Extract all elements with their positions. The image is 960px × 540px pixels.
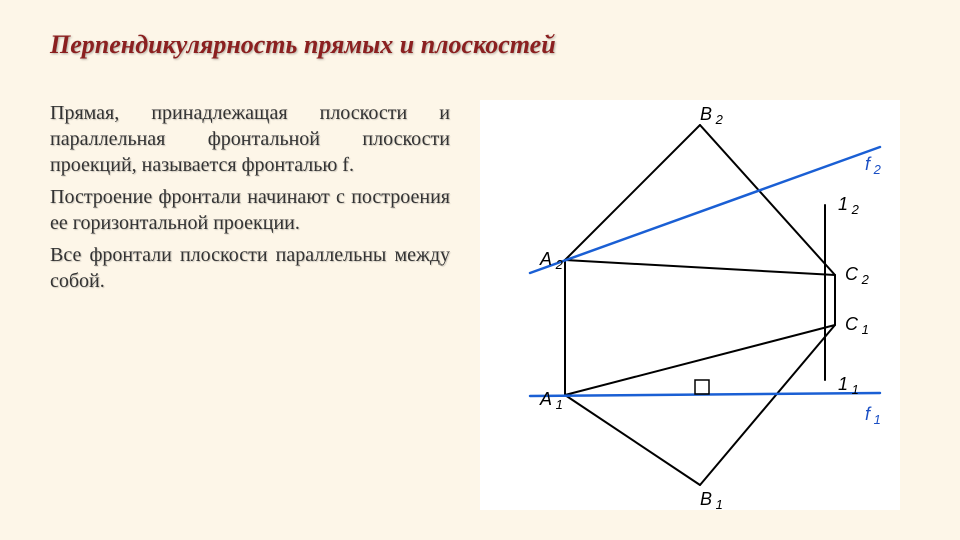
svg-text:f 1: f 1 <box>865 404 881 427</box>
svg-text:1 2: 1 2 <box>838 194 860 217</box>
paragraph-2: Построение фронтали начинают с построени… <box>50 184 450 236</box>
svg-text:B 2: B 2 <box>700 104 724 127</box>
page-title: Перпендикулярность прямых и плоскостей <box>50 30 910 60</box>
paragraph-3: Все фронтали плоскости параллельны между… <box>50 242 450 294</box>
svg-text:A 2: A 2 <box>539 249 564 272</box>
paragraph-1: Прямая, принадлежащая плоскости и паралл… <box>50 100 450 178</box>
svg-text:B 1: B 1 <box>700 489 723 510</box>
svg-text:C 2: C 2 <box>845 264 870 287</box>
geometry-diagram: B 2 A 2 C 2 1 2 A 1 C 1 B 1 1 1 f 2 f 1 <box>480 100 900 510</box>
content-area: Прямая, принадлежащая плоскости и паралл… <box>50 100 910 510</box>
svg-text:A 1: A 1 <box>539 389 563 412</box>
svg-text:C 1: C 1 <box>845 314 869 337</box>
text-block: Прямая, принадлежащая плоскости и паралл… <box>50 100 450 510</box>
svg-text:1 1: 1 1 <box>838 374 859 397</box>
svg-text:f 2: f 2 <box>865 154 882 177</box>
